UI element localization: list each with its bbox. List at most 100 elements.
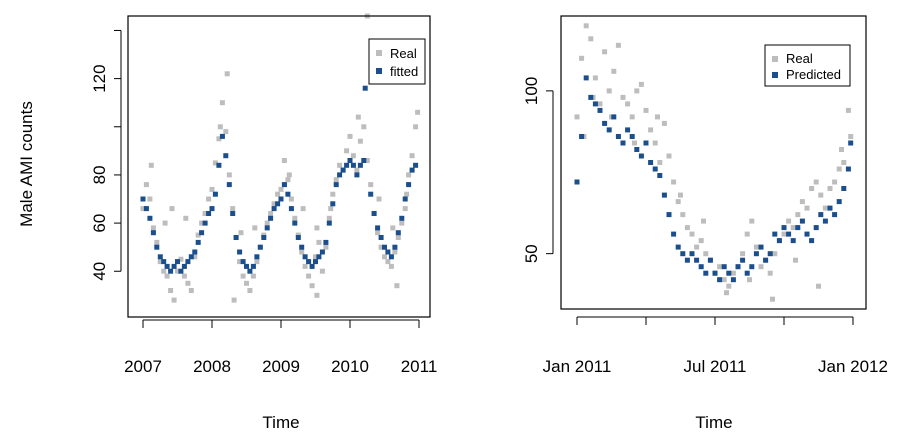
left-panel: Male AMI counts 2007 2008 2009 2010 2011 40 6…	[17, 13, 437, 432]
right-real-point	[753, 244, 759, 250]
right-model-point	[804, 231, 810, 237]
right-real-point	[620, 94, 626, 100]
right-real-point	[606, 88, 612, 94]
left-real-point	[350, 153, 356, 159]
left-model-point	[188, 254, 194, 260]
right-model-point	[620, 140, 626, 146]
left-real-point	[306, 273, 312, 279]
right-real-point	[744, 231, 750, 237]
left-real-point	[409, 153, 415, 159]
left-model-point	[285, 191, 291, 197]
left-real-point	[212, 160, 218, 166]
left-real-point	[264, 220, 270, 226]
right-model-point	[611, 114, 617, 120]
left-real-point	[199, 220, 205, 226]
left-model-point	[175, 259, 180, 265]
left-real-point	[392, 249, 398, 255]
left-model-point	[395, 230, 401, 236]
right-model-point	[680, 251, 686, 257]
right-model-point	[684, 257, 690, 263]
right-real-point	[813, 179, 819, 185]
left-model-point	[361, 158, 367, 163]
left-x-tick-label: 2008	[193, 357, 231, 376]
right-real-point	[730, 270, 736, 276]
right-model-point	[615, 134, 621, 139]
left-model-point	[375, 225, 381, 231]
left-model-point	[357, 162, 363, 168]
right-model-point	[643, 140, 649, 146]
right-model-point	[822, 218, 828, 224]
left-model-point	[368, 191, 374, 197]
left-model-point	[192, 249, 198, 255]
right-model-point	[841, 186, 847, 191]
left-real-point	[314, 225, 320, 231]
right-real-point	[648, 127, 654, 133]
left-model-point	[323, 239, 329, 245]
left-real-point	[361, 124, 367, 130]
right-model-point	[735, 264, 741, 270]
left-real-point	[285, 177, 291, 183]
right-real-point	[625, 101, 631, 107]
left-real-point	[240, 273, 246, 279]
left-real-point	[237, 259, 243, 265]
right-real-point	[638, 81, 644, 87]
right-model-point	[648, 160, 654, 165]
left-real-point	[183, 215, 189, 221]
right-model-point	[675, 244, 681, 250]
left-real-point	[143, 182, 149, 188]
left-model-point	[354, 172, 360, 178]
left-real-point	[275, 191, 281, 197]
right-model-point	[703, 270, 709, 276]
left-model-point	[226, 182, 232, 188]
left-model-point	[147, 215, 153, 221]
left-real-point	[328, 206, 334, 212]
right-real-point	[795, 212, 801, 218]
left-real-point	[333, 177, 339, 183]
left-model-point	[333, 182, 339, 188]
right-model-point	[749, 264, 755, 270]
right-real-point	[799, 199, 805, 205]
left-real-point	[281, 158, 287, 163]
left-real-point	[147, 196, 153, 202]
left-real-point	[230, 206, 236, 212]
right-model-point	[776, 238, 782, 244]
left-model-point	[209, 206, 215, 212]
right-model-point	[763, 257, 769, 263]
left-real-point	[394, 283, 400, 289]
left-real-point	[244, 280, 249, 286]
left-panel-ylabel: Male AMI counts	[17, 101, 36, 227]
left-real-point	[357, 138, 363, 144]
left-model-point	[268, 215, 274, 221]
right-real-point	[602, 49, 608, 55]
left-real-point	[224, 71, 230, 77]
right-model-point	[579, 134, 585, 139]
right-real-point	[793, 257, 798, 263]
left-real-point	[231, 297, 237, 303]
right-legend-box	[764, 44, 851, 87]
right-model-point	[726, 270, 732, 276]
right-real-point	[827, 186, 833, 191]
left-y-tick-label: 80	[90, 165, 109, 184]
left-model-point	[240, 259, 246, 265]
right-model-point	[795, 225, 801, 231]
left-real-point	[347, 133, 353, 139]
left-model-point	[278, 196, 284, 202]
right-real-point	[804, 205, 810, 211]
right-model-point	[694, 257, 700, 263]
right-model-point	[717, 277, 723, 283]
left-real-point	[161, 268, 167, 274]
right-legend-real-marker	[772, 56, 778, 62]
left-real-point	[364, 158, 370, 163]
left-model-point	[330, 201, 336, 207]
left-model-point	[302, 254, 308, 260]
left-real-point	[402, 206, 408, 212]
right-x-tick-label: Jan 2011	[543, 357, 612, 376]
right-model-point	[707, 257, 713, 263]
right-real-point	[671, 179, 677, 185]
left-model-point	[340, 167, 346, 173]
right-model-point	[848, 140, 854, 146]
left-model-point	[199, 230, 205, 236]
right-real-point	[822, 205, 828, 211]
right-real-point	[848, 134, 854, 139]
